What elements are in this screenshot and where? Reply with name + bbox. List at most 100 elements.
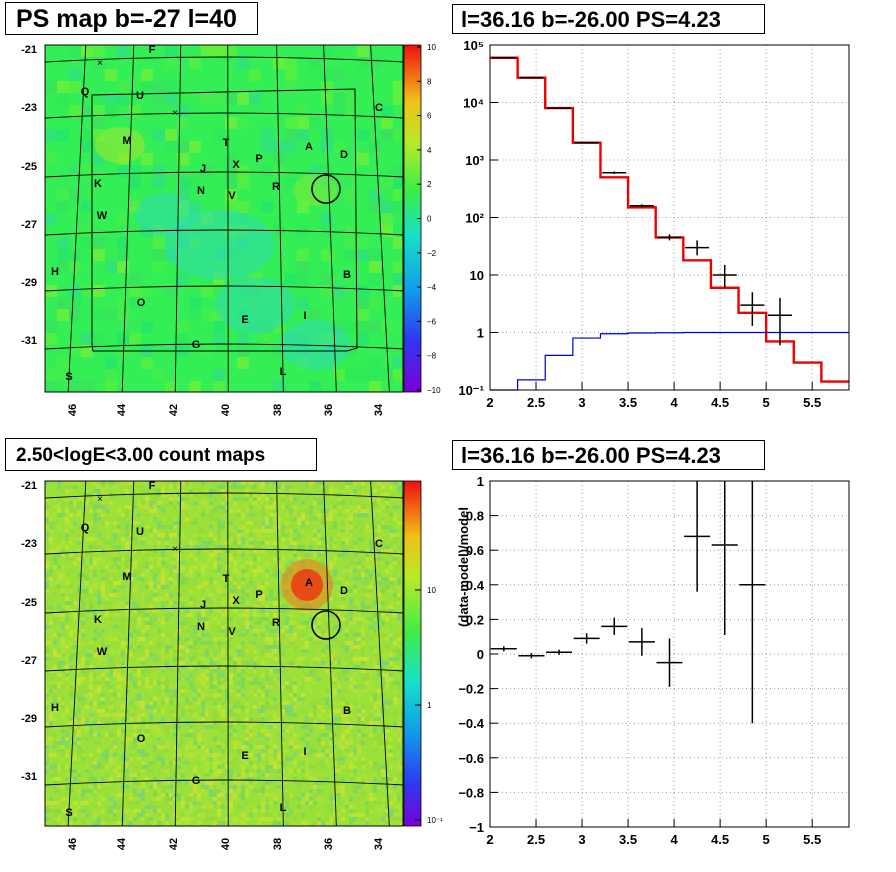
count-texture-cell — [321, 629, 325, 633]
count-texture-cell — [109, 601, 113, 605]
count-texture-cell — [45, 793, 49, 797]
count-texture-cell — [169, 657, 173, 661]
count-texture-cell — [193, 633, 197, 637]
count-texture-cell — [177, 765, 181, 769]
count-texture-cell — [209, 505, 213, 509]
count-texture-cell — [61, 717, 65, 721]
count-texture-cell — [133, 549, 137, 553]
count-texture-cell — [357, 529, 361, 533]
count-texture-cell — [105, 645, 109, 649]
count-texture-cell — [49, 573, 53, 577]
count-texture-cell — [369, 565, 373, 569]
count-texture-cell — [209, 493, 213, 497]
count-texture-cell — [177, 753, 181, 757]
count-texture-cell — [353, 805, 357, 809]
count-texture-cell — [369, 713, 373, 717]
count-texture-cell — [121, 649, 125, 653]
count-texture-cell — [269, 733, 273, 737]
count-texture-cell — [221, 821, 225, 825]
count-texture-cell — [209, 665, 213, 669]
count-texture-cell — [145, 685, 149, 689]
ps-texture-cell — [309, 165, 321, 177]
count-texture-cell — [93, 489, 97, 493]
count-texture-cell — [221, 649, 225, 653]
count-texture-cell — [277, 521, 281, 525]
count-texture-cell — [277, 549, 281, 553]
count-texture-cell — [129, 585, 133, 589]
count-texture-cell — [285, 641, 289, 645]
count-lon-tick-label: 36 — [323, 838, 335, 850]
ps-source-label-p: P — [255, 153, 262, 165]
count-texture-cell — [97, 701, 101, 705]
count-texture-cell — [109, 541, 113, 545]
count-texture-cell — [313, 553, 317, 557]
count-texture-cell — [297, 797, 301, 801]
ps-texture-cell — [297, 261, 309, 273]
count-texture-cell — [53, 613, 57, 617]
ps-low-region — [135, 193, 195, 237]
count-texture-cell — [377, 501, 381, 505]
count-texture-cell — [217, 629, 221, 633]
count-texture-cell — [205, 761, 209, 765]
count-texture-cell — [173, 481, 177, 485]
count-texture-cell — [281, 769, 285, 773]
count-texture-cell — [221, 713, 225, 717]
count-texture-cell — [189, 781, 193, 785]
ps-texture-cell — [333, 69, 345, 81]
count-texture-cell — [329, 665, 333, 669]
count-texture-cell — [157, 521, 161, 525]
count-texture-cell — [317, 813, 321, 817]
count-texture-cell — [193, 517, 197, 521]
ps-texture-cell — [105, 309, 117, 321]
count-texture-cell — [81, 753, 85, 757]
count-texture-cell — [365, 633, 369, 637]
count-texture-cell — [385, 805, 389, 809]
count-texture-cell — [269, 505, 273, 509]
count-texture-cell — [189, 701, 193, 705]
count-texture-cell — [393, 537, 397, 541]
count-texture-cell — [113, 713, 117, 717]
count-texture-cell — [149, 645, 153, 649]
count-texture-cell — [77, 753, 81, 757]
count-texture-cell — [357, 797, 361, 801]
count-texture-cell — [245, 553, 249, 557]
count-texture-cell — [65, 709, 69, 713]
count-texture-cell — [61, 649, 65, 653]
count-texture-cell — [137, 697, 141, 701]
count-texture-cell — [261, 785, 265, 789]
count-texture-cell — [101, 753, 105, 757]
count-texture-cell — [401, 821, 403, 825]
count-texture-cell — [393, 657, 397, 661]
count-texture-cell — [225, 633, 229, 637]
ps-texture-cell — [261, 201, 273, 213]
count-texture-cell — [137, 645, 141, 649]
count-texture-cell — [185, 609, 189, 613]
count-texture-cell — [117, 785, 121, 789]
ps-texture-cell — [141, 357, 153, 369]
ps-texture-cell — [321, 69, 333, 81]
count-texture-cell — [313, 625, 317, 629]
count-texture-cell — [189, 489, 193, 493]
count-texture-cell — [229, 509, 233, 513]
count-texture-cell — [273, 513, 277, 517]
count-texture-cell — [153, 729, 157, 733]
ps-source-label-b: B — [343, 269, 351, 281]
count-texture-cell — [397, 589, 401, 593]
count-texture-cell — [205, 661, 209, 665]
count-texture-cell — [221, 545, 225, 549]
count-source-label-m: M — [122, 571, 131, 583]
count-texture-cell — [321, 789, 325, 793]
count-texture-cell — [121, 701, 125, 705]
count-texture-cell — [265, 533, 269, 537]
count-texture-cell — [265, 689, 269, 693]
count-texture-cell — [321, 537, 325, 541]
count-texture-cell — [373, 749, 377, 753]
count-texture-cell — [129, 809, 133, 813]
ps-texture-cell — [165, 129, 177, 141]
count-texture-cell — [281, 493, 285, 497]
count-texture-cell — [185, 689, 189, 693]
count-texture-cell — [325, 665, 329, 669]
count-texture-cell — [265, 521, 269, 525]
count-texture-cell — [45, 641, 49, 645]
ps-texture-cell — [393, 177, 403, 189]
